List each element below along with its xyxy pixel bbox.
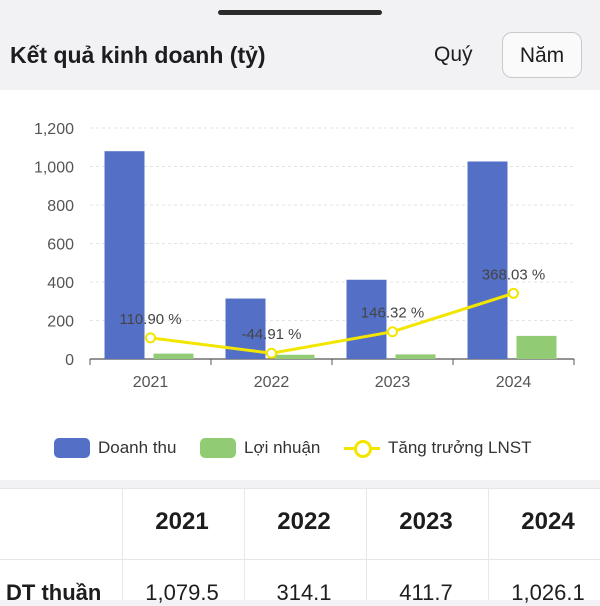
legend-item-revenue[interactable]: Doanh thu <box>54 430 176 466</box>
bar-profit <box>516 335 557 359</box>
x-tick-label: 2021 <box>133 374 169 391</box>
tab-quarter[interactable]: Quý <box>434 43 473 66</box>
drag-handle[interactable] <box>218 10 382 15</box>
growth-data-label: 146.32 % <box>361 305 424 322</box>
legend-line-marker-icon <box>344 438 380 458</box>
row-label-net-revenue: DT thuần <box>6 580 102 605</box>
legend-swatch-revenue <box>54 438 90 458</box>
growth-point <box>266 347 277 359</box>
column-divider <box>488 488 489 600</box>
business-results-chart: 0 200 400 600 800 1,000 1,200 2021 2022 2023 2024 1… <box>0 90 600 480</box>
table-year-header: 2023 <box>399 508 453 535</box>
tab-year[interactable]: Năm <box>502 32 582 78</box>
table-year-header: 2024 <box>521 508 575 535</box>
growth-point <box>145 332 156 344</box>
y-tick-label: 400 <box>47 275 74 292</box>
bar-profit <box>395 354 436 359</box>
y-tick-label: 1,000 <box>34 160 74 177</box>
table-cell: 1,026.1 <box>511 580 585 605</box>
table-cell: 411.7 <box>399 580 453 605</box>
table-cell: 314.1 <box>276 580 332 605</box>
results-table: 2021 2022 2023 2024 DT thuần 1,079.5 314… <box>0 488 600 605</box>
bar-revenue <box>346 279 387 359</box>
growth-data-label: 110.90 % <box>119 311 181 328</box>
growth-data-label: -44.91 % <box>241 326 301 343</box>
page-title: Kết quả kinh doanh (tỷ) <box>10 42 266 68</box>
table-year-header: 2022 <box>277 508 331 535</box>
bar-profit <box>274 354 315 359</box>
bar-profit <box>153 353 194 359</box>
column-divider <box>366 488 367 600</box>
column-divider <box>244 488 245 600</box>
legend-swatch-profit <box>200 438 236 458</box>
y-tick-label: 600 <box>47 237 74 254</box>
table-header-row <box>0 488 600 560</box>
growth-line <box>150 291 514 355</box>
growth-data-label: 368.03 % <box>482 266 545 283</box>
x-tick-label: 2023 <box>375 374 411 391</box>
chart-legend: Doanh thu Lợi nhuận Tăng trưởng LNST <box>0 430 600 466</box>
y-tick-label: 1,200 <box>34 121 74 138</box>
growth-point <box>387 326 398 338</box>
column-divider <box>122 488 123 600</box>
y-tick-label: 800 <box>47 198 74 215</box>
header: Kết quả kinh doanh (tỷ) Quý Năm <box>0 20 600 90</box>
chart-svg: 0 200 400 600 800 1,000 1,200 2021 2022 2023 2024 1… <box>34 121 575 391</box>
legend-item-profit[interactable]: Lợi nhuận <box>200 430 320 466</box>
bar-revenue <box>104 151 145 359</box>
x-tick-label: 2022 <box>254 374 290 391</box>
legend-label-profit: Lợi nhuận <box>244 438 321 457</box>
legend-label-growth: Tăng trưởng LNST <box>388 438 532 457</box>
legend-label-revenue: Doanh thu <box>98 438 177 457</box>
legend-item-growth[interactable]: Tăng trưởng LNST <box>344 430 531 466</box>
y-tick-label: 0 <box>65 352 74 369</box>
table-year-header: 2021 <box>155 508 209 535</box>
bar-revenue <box>467 161 508 359</box>
table-cell: 1,079.5 <box>145 580 219 605</box>
y-tick-label: 200 <box>47 314 74 331</box>
growth-point <box>508 287 519 299</box>
x-tick-label: 2024 <box>496 374 532 391</box>
